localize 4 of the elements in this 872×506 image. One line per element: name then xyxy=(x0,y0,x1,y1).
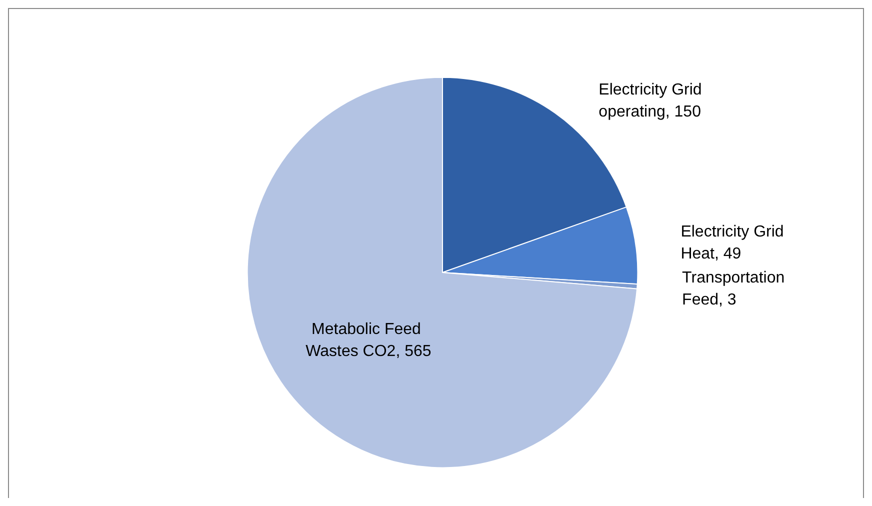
slice-label: Transportation Feed, 3 xyxy=(682,269,790,308)
slice-label: Electricity Grid operating, 150 xyxy=(598,81,706,120)
slice-label: Electricity Grid Heat, 49 xyxy=(680,223,788,262)
slice-label: Metabolic Feed Wastes CO2, 565 xyxy=(306,321,432,360)
